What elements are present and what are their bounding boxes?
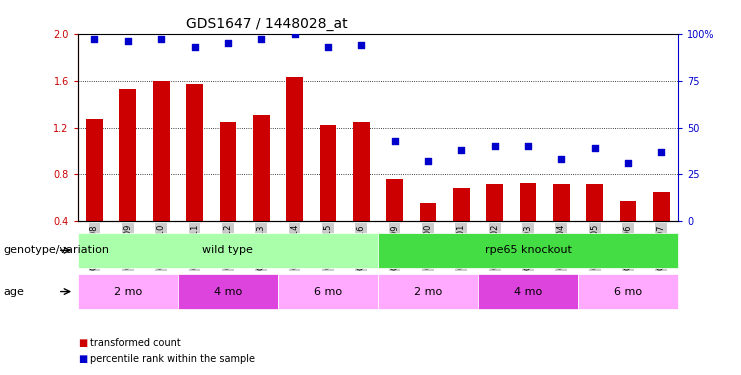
Point: [188, 44, 200, 50]
Text: genotype/variation: genotype/variation: [4, 245, 110, 255]
Bar: [286, 77, 303, 221]
Text: 4 mo: 4 mo: [213, 286, 242, 297]
Bar: [519, 183, 536, 221]
Point: [655, 149, 667, 155]
Text: 4 mo: 4 mo: [514, 286, 542, 297]
Text: 2 mo: 2 mo: [413, 286, 442, 297]
Text: ■: ■: [78, 338, 87, 348]
Point: [355, 42, 367, 48]
Bar: [253, 115, 270, 221]
Text: percentile rank within the sample: percentile rank within the sample: [90, 354, 256, 364]
Bar: [219, 122, 236, 221]
Point: [255, 36, 267, 42]
Point: [289, 31, 301, 37]
Bar: [653, 192, 670, 221]
Text: age: age: [4, 286, 24, 297]
Bar: [619, 201, 637, 221]
Text: 6 mo: 6 mo: [614, 286, 642, 297]
Point: [522, 143, 534, 149]
Text: 2 mo: 2 mo: [113, 286, 142, 297]
Bar: [453, 188, 470, 221]
Bar: [186, 84, 203, 221]
Text: wild type: wild type: [202, 245, 253, 255]
Point: [488, 143, 500, 149]
Point: [222, 40, 234, 46]
Point: [588, 145, 600, 151]
Bar: [319, 125, 336, 221]
Point: [322, 44, 333, 50]
Bar: [419, 202, 436, 221]
Bar: [486, 184, 503, 221]
Point: [556, 156, 568, 162]
Point: [122, 38, 133, 44]
Bar: [553, 184, 570, 221]
Point: [388, 138, 400, 144]
Point: [422, 158, 434, 164]
Text: transformed count: transformed count: [90, 338, 181, 348]
Bar: [153, 81, 170, 221]
Text: rpe65 knockout: rpe65 knockout: [485, 245, 571, 255]
Bar: [119, 89, 136, 221]
Text: 6 mo: 6 mo: [314, 286, 342, 297]
Point: [88, 36, 100, 42]
Bar: [586, 184, 603, 221]
Bar: [386, 179, 403, 221]
Point: [455, 147, 467, 153]
Point: [622, 160, 634, 166]
Text: GDS1647 / 1448028_at: GDS1647 / 1448028_at: [186, 17, 348, 32]
Bar: [86, 119, 103, 221]
Bar: [353, 122, 370, 221]
Text: ■: ■: [78, 354, 87, 364]
Point: [155, 36, 167, 42]
